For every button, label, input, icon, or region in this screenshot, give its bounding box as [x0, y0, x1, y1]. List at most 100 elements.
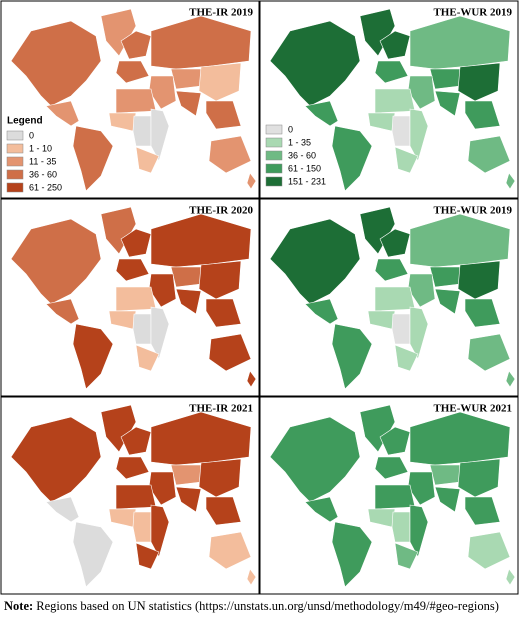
- map-panel: THE-WUR 2019 0 1 - 35 36 - 60 61 - 150 151 - …: [259, 0, 519, 199]
- region: [409, 213, 511, 268]
- region: [467, 333, 511, 372]
- region: [72, 125, 114, 192]
- region: [467, 135, 511, 174]
- region: [120, 426, 152, 456]
- region: [10, 416, 102, 503]
- map-panel: THE-WUR 2019: [259, 198, 519, 397]
- region: [72, 521, 114, 588]
- region: [205, 298, 242, 328]
- legend-swatch: [265, 163, 283, 174]
- region: [379, 426, 411, 456]
- region: [135, 344, 160, 372]
- region: [394, 542, 419, 570]
- region: [457, 458, 501, 498]
- region: [170, 266, 202, 288]
- legend-label: 1 - 10: [29, 143, 52, 153]
- region: [205, 496, 242, 526]
- region: [409, 504, 429, 558]
- region: [198, 458, 242, 498]
- region: [391, 313, 411, 345]
- region: [374, 258, 409, 282]
- region: [394, 344, 419, 372]
- map-panel: THE-IR 2020: [0, 198, 260, 397]
- region: [379, 228, 411, 258]
- region: [208, 135, 252, 174]
- legend-swatch: [6, 182, 24, 193]
- region: [331, 125, 373, 192]
- region: [135, 146, 160, 174]
- panel-title: THE-IR 2020: [189, 205, 253, 217]
- legend-label: 0: [288, 124, 293, 134]
- region: [115, 286, 157, 312]
- region: [198, 260, 242, 300]
- region: [457, 62, 501, 102]
- region: [464, 298, 501, 328]
- region: [246, 568, 257, 586]
- panel-title: THE-WUR 2019: [433, 205, 512, 217]
- region: [45, 496, 80, 523]
- region: [464, 100, 501, 130]
- region: [246, 370, 257, 388]
- region: [150, 15, 252, 70]
- legend-label: 1 - 35: [288, 137, 311, 147]
- region: [150, 213, 252, 268]
- region: [72, 323, 114, 390]
- region: [374, 484, 416, 510]
- region: [429, 68, 461, 90]
- region: [331, 521, 373, 588]
- region: [269, 218, 361, 305]
- region: [409, 411, 511, 466]
- region: [132, 115, 152, 147]
- region: [148, 273, 177, 308]
- map-panel: THE-IR 2021: [0, 396, 260, 595]
- region: [115, 258, 150, 282]
- region: [434, 486, 461, 513]
- legend-label: 11 - 35: [29, 156, 56, 166]
- region: [150, 411, 252, 466]
- panel-title: THE-IR 2019: [189, 7, 253, 19]
- legend-swatch: [265, 150, 283, 161]
- region: [374, 88, 416, 114]
- region: [391, 115, 411, 147]
- region: [434, 90, 461, 117]
- region: [175, 486, 202, 513]
- region: [115, 60, 150, 84]
- region: [115, 456, 150, 480]
- legend-label: 151 - 231: [288, 176, 326, 186]
- region: [175, 288, 202, 315]
- region: [115, 88, 157, 114]
- legend-label: 61 - 150: [288, 163, 321, 173]
- figure: THE-IR 2019 Legend 0 1 - 10 11 - 35 36 - 60 61…: [0, 0, 519, 595]
- region: [464, 496, 501, 526]
- legend-swatch: [6, 143, 24, 154]
- region: [269, 416, 361, 503]
- legend-label: 0: [29, 130, 34, 140]
- note-label: Note:: [4, 599, 34, 613]
- region: [434, 288, 461, 315]
- panel-title: THE-WUR 2021: [433, 403, 512, 415]
- region: [391, 511, 411, 543]
- region: [120, 30, 152, 60]
- region: [10, 20, 102, 107]
- region: [304, 100, 339, 127]
- region: [379, 30, 411, 60]
- legend-swatch: [6, 169, 24, 180]
- region: [409, 15, 511, 70]
- legend-swatch: [265, 137, 283, 148]
- region: [407, 471, 436, 506]
- note: Note: Regions based on UN statistics (ht…: [4, 598, 514, 614]
- region: [175, 90, 202, 117]
- legend-label: 36 - 60: [288, 150, 316, 160]
- region: [208, 531, 252, 570]
- legend-swatch: [6, 130, 24, 141]
- region: [132, 511, 152, 543]
- region: [409, 306, 429, 360]
- region: [135, 542, 160, 570]
- region: [150, 108, 170, 162]
- region: [170, 68, 202, 90]
- region: [120, 228, 152, 258]
- region: [208, 333, 252, 372]
- region: [170, 464, 202, 486]
- region: [269, 20, 361, 107]
